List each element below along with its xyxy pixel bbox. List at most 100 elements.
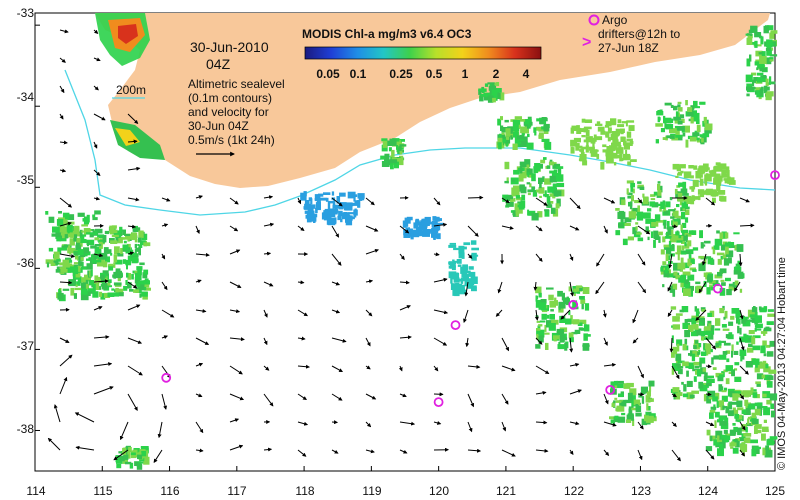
velocity-arrow [229, 393, 245, 401]
chl-pixel [457, 264, 462, 267]
chl-pixel [449, 242, 456, 245]
chl-pixel [681, 306, 689, 313]
chl-pixel [571, 125, 580, 131]
chl-pixel [613, 382, 618, 388]
chl-pixel [645, 415, 654, 423]
chl-pixel [546, 287, 554, 290]
velocity-arrow [297, 197, 302, 205]
chl-pixel [693, 361, 701, 366]
chl-pixel [121, 237, 125, 240]
chl-pixel [689, 136, 697, 142]
chl-pixel [747, 319, 755, 322]
chl-pixel [674, 188, 678, 195]
chl-pixel [687, 318, 692, 323]
velocity-arrow [331, 225, 340, 238]
lat-label-38: -38 [16, 422, 34, 436]
chl-pixel [506, 177, 509, 184]
chl-pixel [734, 376, 742, 382]
chl-pixel [635, 404, 639, 411]
chl-pixel [538, 187, 545, 194]
chl-pixel [536, 320, 541, 323]
chl-pixel [83, 228, 91, 235]
chl-pixel [679, 114, 685, 119]
chl-pixel [97, 239, 104, 242]
chl-pixel [101, 282, 108, 290]
chl-pixel [543, 194, 549, 197]
velocity-arrow [161, 309, 175, 318]
chl-pixel [555, 203, 560, 209]
chl-pixel [137, 454, 143, 460]
chl-pixel [715, 318, 721, 326]
chl-pixel [671, 368, 675, 375]
chl-pixel [524, 159, 531, 167]
chl-pixel [584, 334, 591, 337]
chl-pixel [768, 369, 777, 374]
chl-pixel [544, 141, 552, 150]
chl-pixel [501, 127, 509, 133]
chl-pixel [760, 36, 764, 45]
chl-pixel [737, 414, 743, 420]
chl-pixel [458, 287, 465, 295]
chl-pixel [747, 416, 752, 420]
chl-pixel [625, 399, 632, 404]
chl-pixel [395, 158, 404, 166]
chl-pixel [755, 381, 761, 385]
chl-pixel [559, 334, 565, 343]
chl-pixel [114, 246, 120, 255]
chl-pixel [684, 330, 690, 338]
chl-pixel [690, 197, 695, 205]
chl-pixel [702, 368, 707, 372]
chl-pixel [399, 149, 403, 155]
chl-pixel [381, 144, 388, 152]
chl-pixel [144, 287, 151, 291]
chl-pixel [468, 266, 474, 270]
velocity-arrow [501, 393, 509, 405]
chl-pixel [733, 439, 738, 441]
chl-pixel [657, 203, 665, 207]
chl-pixel [686, 380, 693, 387]
chl-pixel [617, 124, 625, 128]
velocity-arrow [637, 225, 651, 235]
velocity-arrow [399, 449, 408, 454]
chl-pixel [132, 256, 138, 263]
chl-pixel [539, 320, 546, 323]
chl-pixel [701, 333, 705, 341]
chl-pixel [77, 265, 81, 272]
chl-pixel [515, 208, 519, 217]
velocity-arrow [497, 281, 503, 294]
chl-pixel [721, 324, 727, 328]
chl-pixel [553, 338, 557, 342]
chl-pixel [127, 238, 130, 242]
velocity-arrow [93, 57, 101, 62]
chl-pixel [328, 200, 335, 204]
chl-pixel [501, 138, 507, 143]
chl-pixel [666, 124, 674, 129]
velocity-arrow [637, 365, 644, 379]
chl-pixel [381, 138, 388, 142]
chl-pixel [634, 200, 642, 204]
chl-pixel [769, 340, 775, 347]
argo-legend-arrow: > [582, 34, 591, 51]
chl-pixel [699, 230, 703, 239]
chl-pixel [550, 309, 554, 312]
chl-pixel [617, 119, 622, 124]
chl-pixel [531, 212, 539, 221]
chl-pixel [718, 416, 726, 420]
chl-pixel [617, 416, 626, 423]
chl-pixel [670, 118, 674, 123]
chl-pixel [69, 232, 74, 238]
chl-pixel [723, 429, 728, 434]
depth-contour-label: 200m [116, 83, 147, 97]
chl-pixel [391, 149, 395, 157]
chl-pixel [709, 325, 715, 329]
chl-pixel [675, 215, 683, 219]
chl-pixel [662, 137, 667, 140]
chl-pixel [677, 253, 680, 261]
chl-pixel [86, 232, 94, 235]
chl-pixel [541, 313, 547, 320]
chl-pixel [687, 240, 692, 247]
chl-pixel [536, 328, 541, 331]
chl-pixel [731, 431, 737, 435]
chl-pixel [69, 260, 73, 263]
chl-pixel [747, 347, 754, 353]
